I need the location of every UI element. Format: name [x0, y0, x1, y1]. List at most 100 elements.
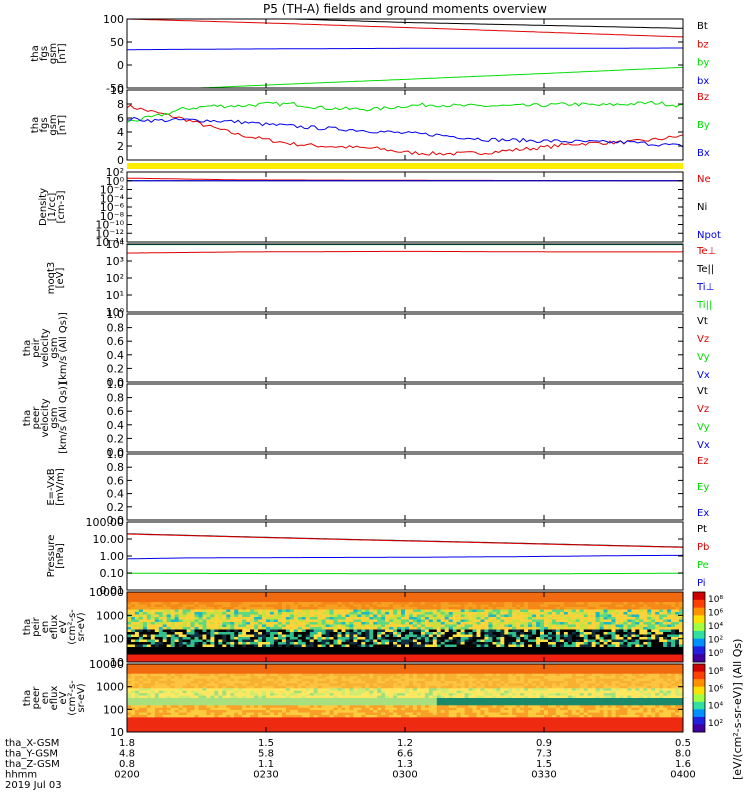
- y-tick-label: 100: [103, 633, 124, 646]
- y-tick-label: 10⁻⁸: [100, 210, 125, 223]
- legend-peer_vel-0: Vt: [697, 386, 708, 397]
- y-tick-label: 10.00: [93, 533, 125, 546]
- y-axis-label: Density: [38, 188, 49, 226]
- y-axis-label: tha: [22, 690, 33, 706]
- legend-pressure-3: Pi: [697, 578, 706, 589]
- y-axis-label: Pressure: [46, 535, 57, 578]
- y-axis-label: velocity: [40, 398, 51, 437]
- ephem-label: 2019 Jul 03: [5, 780, 62, 791]
- colorbar-step: [693, 664, 705, 673]
- y-axis-label: (cm²-s-: [67, 609, 78, 645]
- y-tick-label: 0.6: [107, 405, 125, 418]
- series-pressure-blue: [126, 554, 684, 560]
- panel-frame: [126, 383, 684, 453]
- y-tick-label: 10⁻²: [100, 184, 124, 197]
- legend-density-2: Npot: [697, 230, 721, 241]
- y-tick-label: 8: [117, 98, 124, 111]
- y-axis-label: E=-VxB: [46, 468, 57, 505]
- y-tick-label: 0.0: [107, 446, 125, 459]
- series-pressure-green: [127, 572, 683, 575]
- y-axis-label: gsm: [49, 407, 60, 428]
- y-axis-label: peir: [31, 337, 42, 357]
- y-axis-label: sr-eV): [76, 683, 87, 712]
- panel-frame: [126, 171, 684, 243]
- ephem-value: 0400: [670, 770, 695, 781]
- colorbar-step: [693, 630, 705, 640]
- colorbar-step: [693, 638, 705, 647]
- y-tick-label: 10⁻¹⁴: [95, 236, 124, 249]
- y-axis-label: [1/cc]: [47, 193, 58, 222]
- series-fgs-blue: [127, 47, 683, 51]
- ephem-value: 1.6: [675, 759, 691, 770]
- y-tick-label: 1.0: [107, 308, 125, 321]
- y-tick-label: 0.6: [107, 335, 125, 348]
- ephem-value: 1.5: [536, 759, 552, 770]
- panels: 100500-50thafgsgsm[nT]Btbzbybx1086420tha…: [22, 13, 723, 739]
- ephem-value: 5.8: [258, 749, 274, 760]
- y-tick-label: 1000: [96, 681, 124, 694]
- y-tick-label: 0.2: [107, 432, 125, 445]
- colorbar-tick-label: 10⁰: [708, 649, 723, 659]
- ephem-value: 7.3: [536, 749, 552, 760]
- colorbar-step: [693, 646, 705, 655]
- y-axis-label: eV: [58, 691, 69, 704]
- colorbar-frame: [692, 663, 706, 733]
- ephem-value: 6.6: [397, 749, 413, 760]
- y-tick-label: 10⁻⁴: [100, 192, 125, 205]
- colorbar-tick-label: 10⁴: [708, 622, 723, 632]
- panel-frame: [126, 313, 684, 383]
- ephem-value: 1.3: [397, 759, 413, 770]
- colorbar-step: [693, 671, 705, 680]
- y-axis-label: peer: [31, 406, 42, 430]
- y-axis-label: peer: [31, 686, 42, 710]
- ephem-value: 0.8: [119, 759, 135, 770]
- y-tick-label: 10²: [106, 166, 124, 179]
- colorbar-step: [693, 623, 705, 632]
- ephem-value: 0230: [253, 770, 278, 781]
- series-pressure-red: [126, 533, 684, 548]
- panel-pressure: 100.00 10.00 1.00 0.10 0.01 Pressure[nPa] Pt Pb…: [46, 516, 709, 597]
- y-axis-label: tha: [30, 117, 41, 133]
- legend-peir_vel-2: Vy: [697, 352, 710, 363]
- y-axis-label: tha: [22, 340, 33, 356]
- colorbar-step: [693, 701, 705, 710]
- ephem-label: hhmm: [5, 770, 37, 781]
- ephem-label: tha_X-GSM: [5, 738, 59, 749]
- legend-fgs_zoom-1: By: [697, 120, 710, 131]
- y-axis-label: [nT]: [57, 43, 68, 63]
- legend-temps-1: Te||: [696, 264, 714, 275]
- ephem-value: 4.8: [119, 749, 135, 760]
- legend-density-0: Ne: [697, 174, 711, 185]
- y-axis-label: eflux: [49, 686, 60, 711]
- ephem-label: tha_Y-GSM: [5, 749, 58, 760]
- y-tick-label: -50: [106, 82, 124, 95]
- y-axis-label: [eV]: [55, 268, 66, 289]
- y-tick-label: 50: [110, 36, 124, 49]
- colorbar-frame: [692, 591, 706, 663]
- colorbar-step: [693, 686, 705, 695]
- ephem-value: 0300: [392, 770, 417, 781]
- panel-peir_spec: 10⁸ 10⁶ 10⁴ 10² 10⁰ 10000 1000 100 10 thapeirenef…: [22, 586, 723, 669]
- colorbar-tick-label: 10²: [708, 636, 723, 646]
- y-tick-label: 10: [110, 84, 124, 97]
- y-tick-label: 0: [117, 59, 124, 72]
- y-tick-label: 10¹: [106, 289, 124, 302]
- y-tick-label: 10: [110, 656, 124, 669]
- y-axis-label: gsm: [49, 337, 60, 358]
- legend-efield-2: Ex: [697, 508, 709, 519]
- y-tick-label: 10000: [89, 586, 124, 599]
- ephem-value: 1.5: [258, 738, 274, 749]
- colorbar-tick-label: 10⁶: [708, 684, 723, 694]
- ephem-value: 0.5: [675, 738, 691, 749]
- colorbar-tick-label: 10⁸: [708, 595, 723, 605]
- y-tick-label: 10⁻¹²: [95, 227, 124, 240]
- y-axis-label: peir: [31, 616, 42, 636]
- legend-pressure-0: Pt: [697, 524, 707, 535]
- y-axis-label: velocity: [40, 328, 51, 367]
- y-tick-label: 0.2: [107, 501, 125, 514]
- y-axis-label: tha: [22, 410, 33, 426]
- y-tick-label: 0.6: [107, 474, 125, 487]
